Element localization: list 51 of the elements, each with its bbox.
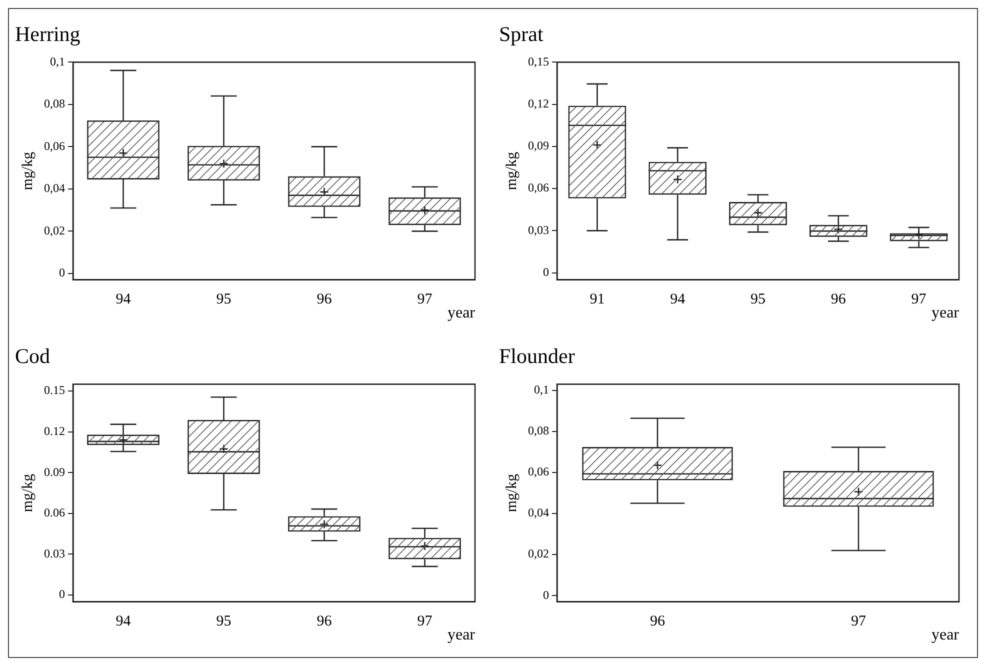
y-tick-label: 0,1	[534, 382, 549, 397]
x-tick-label: 97	[911, 292, 927, 308]
y-tick-label: 0.09	[44, 464, 65, 479]
y-tick-label: 0	[543, 264, 549, 279]
x-tick-label: 95	[216, 614, 232, 630]
x-tick-label: 97	[851, 614, 866, 630]
y-tick-label: 0	[543, 588, 549, 602]
x-tick-label: 96	[316, 292, 332, 308]
x-tick-label: 96	[830, 292, 846, 308]
y-tick-label: 0,12	[528, 96, 549, 110]
x-tick-label: 96	[650, 614, 666, 630]
chart-title: Herring	[15, 22, 81, 46]
y-tick-label: 0.06	[44, 506, 65, 520]
y-tick-label: 0,03	[528, 222, 549, 237]
y-tick-label: 0.03	[44, 546, 65, 560]
chart-title: Flounder	[499, 344, 575, 368]
x-tick-label: 95	[750, 292, 766, 308]
x-tick-label: 94	[116, 614, 132, 630]
x-tick-label: 96	[316, 614, 332, 630]
x-axis-title: year	[931, 304, 960, 322]
y-tick-label: 0,06	[44, 138, 65, 153]
y-tick-label: 0	[59, 587, 65, 602]
y-axis-title: mg/kg	[504, 473, 520, 512]
y-tick-label: 0,1	[50, 54, 65, 68]
y-axis-title: mg/kg	[20, 473, 36, 512]
x-tick-label: 94	[116, 292, 132, 308]
y-tick-label: 0,09	[528, 138, 549, 153]
x-tick-label: 97	[417, 292, 433, 308]
x-tick-label: 97	[417, 614, 433, 630]
y-tick-label: 0,08	[44, 96, 65, 111]
y-tick-label: 0.15	[44, 383, 65, 398]
y-tick-label: 0,04	[528, 506, 549, 520]
y-tick-label: 0	[59, 266, 65, 280]
x-tick-label: 91	[590, 292, 605, 308]
y-tick-label: 0.12	[44, 424, 65, 438]
x-axis-title: year	[931, 626, 960, 644]
x-axis-title: year	[447, 626, 476, 644]
y-tick-label: 0,15	[528, 54, 549, 68]
y-tick-label: 0,06	[528, 180, 549, 195]
chart-title: Sprat	[499, 22, 544, 46]
y-tick-label: 0,06	[528, 464, 549, 479]
x-axis-title: year	[447, 304, 476, 322]
y-tick-label: 0,04	[44, 181, 65, 196]
chart-title: Cod	[15, 344, 51, 368]
y-axis-title: mg/kg	[504, 151, 520, 190]
x-tick-label: 95	[216, 292, 232, 308]
y-axis-title: mg/kg	[20, 151, 36, 190]
y-tick-label: 0,02	[44, 223, 65, 238]
y-tick-label: 0,02	[528, 546, 549, 561]
y-tick-label: 0,08	[528, 424, 549, 438]
x-tick-label: 94	[670, 292, 686, 308]
